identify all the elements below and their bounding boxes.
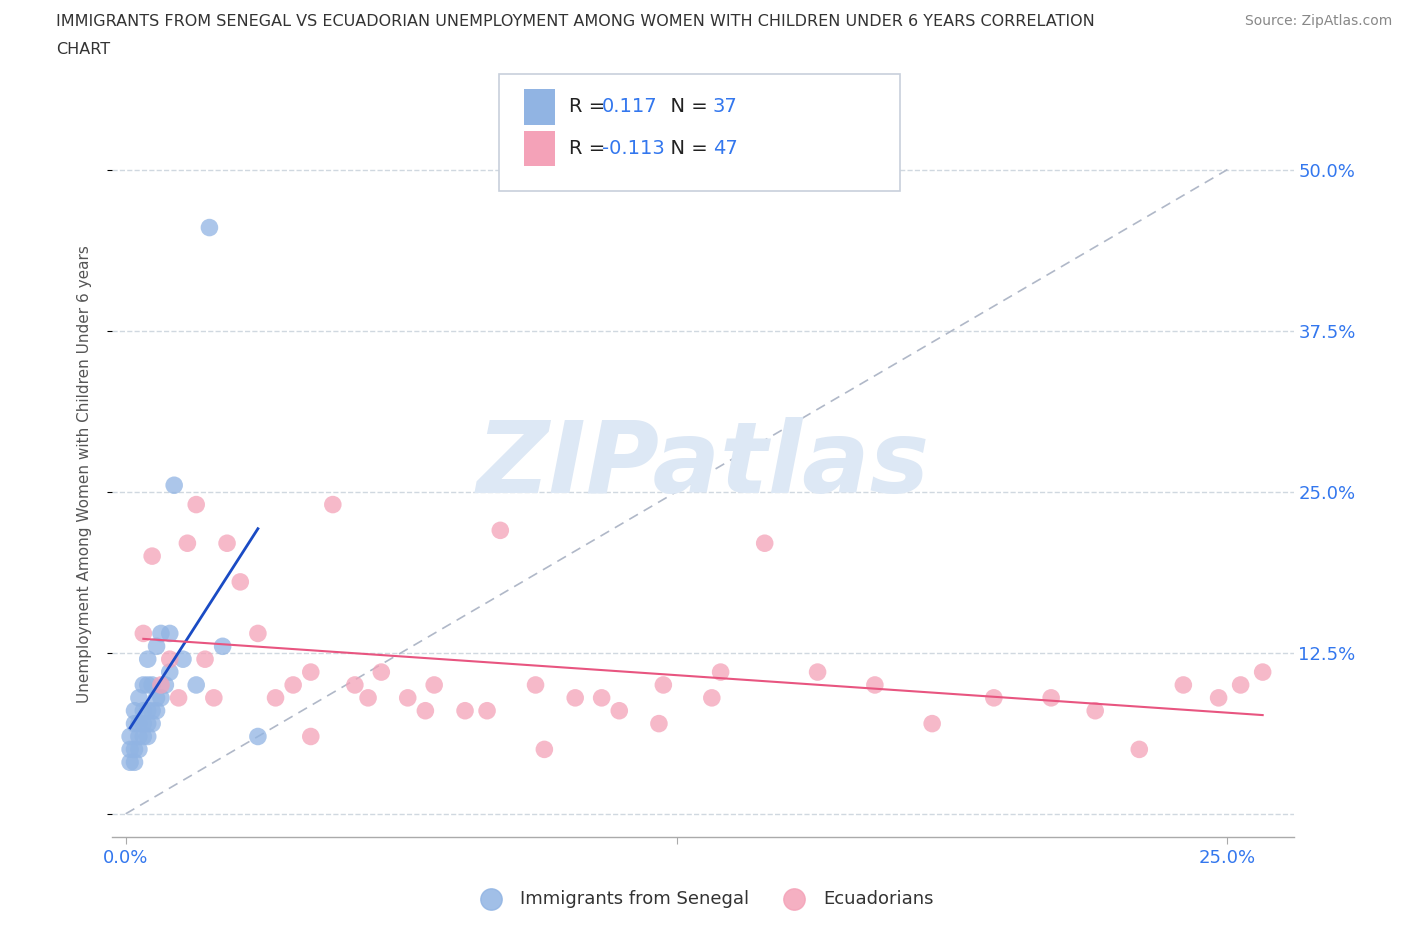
Point: [648, 716, 671, 731]
Point: [176, 536, 198, 551]
Point: [145, 703, 167, 718]
Point: [1084, 703, 1107, 718]
Point: [159, 665, 181, 680]
Point: [921, 716, 943, 731]
Point: [806, 665, 828, 680]
Point: [159, 626, 181, 641]
Point: [136, 678, 159, 693]
Point: [163, 478, 186, 493]
Point: [128, 716, 150, 731]
Point: [423, 678, 446, 693]
Point: [211, 639, 233, 654]
Point: [132, 716, 155, 731]
Point: [159, 652, 181, 667]
Point: [120, 742, 142, 757]
Point: [145, 639, 167, 654]
Point: [524, 678, 547, 693]
Point: [1128, 742, 1150, 757]
Point: [120, 755, 142, 770]
Point: [141, 703, 163, 718]
Point: [149, 690, 172, 705]
Point: [710, 665, 733, 680]
Point: [132, 626, 155, 641]
Point: [145, 690, 167, 705]
Point: [370, 665, 392, 680]
Point: [132, 729, 155, 744]
Text: N =: N =: [658, 98, 714, 116]
Point: [1229, 678, 1251, 693]
Point: [124, 755, 146, 770]
Point: [1208, 690, 1230, 705]
Point: [652, 678, 675, 693]
Point: [172, 652, 194, 667]
Point: [489, 523, 512, 538]
Point: [155, 678, 177, 693]
Text: ZIPatlas: ZIPatlas: [477, 417, 929, 513]
Point: [299, 729, 322, 744]
Point: [186, 678, 208, 693]
Text: Source: ZipAtlas.com: Source: ZipAtlas.com: [1244, 14, 1392, 28]
Y-axis label: Unemployment Among Women with Children Under 6 years: Unemployment Among Women with Children U…: [77, 246, 91, 703]
Point: [124, 703, 146, 718]
Point: [136, 703, 159, 718]
Point: [186, 498, 208, 512]
Point: [754, 536, 776, 551]
Point: [141, 716, 163, 731]
Point: [136, 729, 159, 744]
Point: [283, 678, 305, 693]
Point: [343, 678, 366, 693]
Point: [124, 742, 146, 757]
Point: [591, 690, 613, 705]
Point: [415, 703, 437, 718]
Point: [1251, 665, 1274, 680]
Point: [533, 742, 555, 757]
Point: [322, 498, 344, 512]
Point: [167, 690, 190, 705]
Point: [124, 716, 146, 731]
Point: [128, 742, 150, 757]
Point: [136, 716, 159, 731]
Point: [128, 729, 150, 744]
Point: [229, 575, 252, 590]
Point: [198, 220, 221, 235]
Point: [120, 729, 142, 744]
Point: [246, 626, 269, 641]
Point: [396, 690, 419, 705]
Text: N =: N =: [658, 140, 714, 158]
Point: [607, 703, 630, 718]
Point: [863, 678, 886, 693]
Point: [194, 652, 217, 667]
Point: [700, 690, 723, 705]
Point: [564, 690, 586, 705]
Point: [136, 652, 159, 667]
Legend: Immigrants from Senegal, Ecuadorians: Immigrants from Senegal, Ecuadorians: [465, 883, 941, 915]
Point: [357, 690, 380, 705]
Point: [246, 729, 269, 744]
Point: [141, 678, 163, 693]
Text: 37: 37: [713, 98, 738, 116]
Point: [475, 703, 498, 718]
Point: [128, 690, 150, 705]
Point: [299, 665, 322, 680]
Text: R =: R =: [569, 140, 612, 158]
Point: [141, 549, 163, 564]
Point: [264, 690, 287, 705]
Point: [132, 678, 155, 693]
Point: [1040, 690, 1063, 705]
Text: 47: 47: [713, 140, 738, 158]
Text: CHART: CHART: [56, 42, 110, 57]
Point: [1173, 678, 1195, 693]
Point: [454, 703, 477, 718]
Text: R =: R =: [569, 98, 612, 116]
Text: IMMIGRANTS FROM SENEGAL VS ECUADORIAN UNEMPLOYMENT AMONG WOMEN WITH CHILDREN UND: IMMIGRANTS FROM SENEGAL VS ECUADORIAN UN…: [56, 14, 1095, 29]
Point: [149, 626, 172, 641]
Point: [202, 690, 225, 705]
Text: -0.113: -0.113: [602, 140, 665, 158]
Point: [132, 703, 155, 718]
Point: [149, 678, 172, 693]
Point: [983, 690, 1005, 705]
Point: [215, 536, 238, 551]
Text: 0.117: 0.117: [602, 98, 658, 116]
